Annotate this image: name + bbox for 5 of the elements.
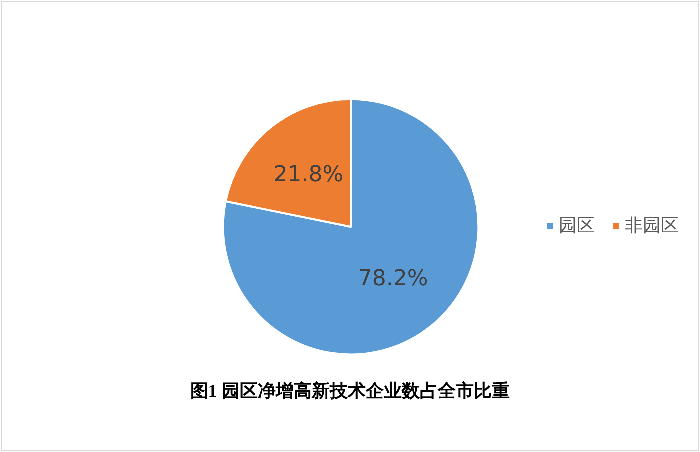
legend-label: 园区 xyxy=(559,216,595,236)
data-label: 21.8% xyxy=(274,162,344,188)
data-label: 78.2% xyxy=(358,266,428,292)
legend-label: 非园区 xyxy=(625,216,679,236)
text: 图1 园区净增高新技术企业数占全市比重 xyxy=(190,381,510,401)
